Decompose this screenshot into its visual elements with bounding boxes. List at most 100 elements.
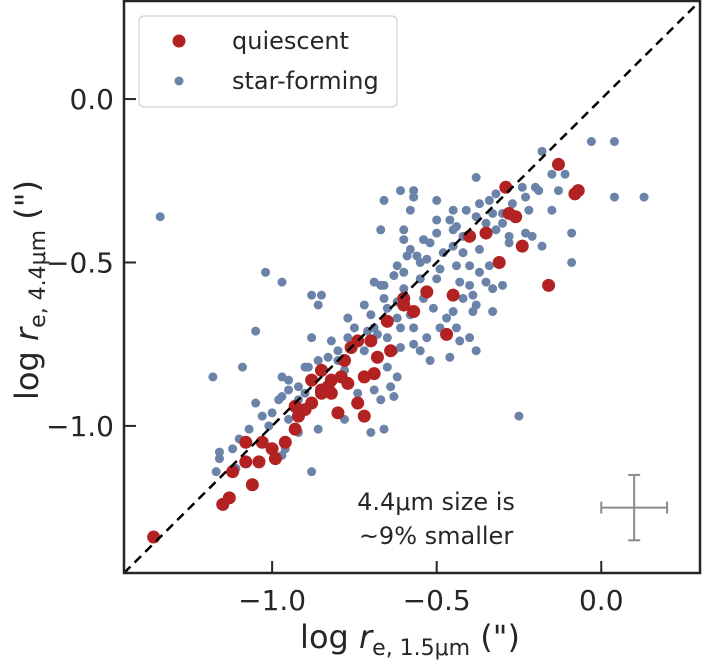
data-points (147, 137, 649, 544)
quiescent-point (288, 399, 302, 413)
quiescent-point (331, 406, 345, 420)
star-forming-point (326, 336, 336, 346)
quiescent-point (407, 305, 421, 319)
star-forming-point (379, 195, 389, 205)
star-forming-point (451, 323, 461, 333)
star-forming-point (432, 215, 442, 225)
star-forming-point (366, 427, 376, 437)
star-forming-point (465, 333, 475, 343)
y-tick-label: −0.5 (46, 246, 114, 279)
legend-label-quiescent: quiescent (232, 27, 349, 55)
star-forming-point (409, 323, 419, 333)
star-forming-point (491, 189, 501, 199)
star-forming-point (399, 284, 409, 294)
star-forming-point (471, 346, 481, 356)
quiescent-point (291, 409, 305, 423)
star-forming-point (537, 146, 547, 156)
quiescent-point (357, 370, 371, 384)
star-forming-point (369, 385, 379, 395)
star-forming-point (392, 372, 402, 382)
quiescent-point (446, 288, 460, 302)
star-forming-point (468, 290, 478, 300)
star-forming-point (307, 290, 317, 300)
star-forming-point (445, 352, 455, 362)
star-forming-point (343, 333, 353, 343)
quiescent-point (551, 157, 565, 171)
y-tick-label: −1.0 (46, 410, 114, 443)
quiescent-point (509, 210, 523, 224)
quiescent-point (324, 373, 338, 387)
quiescent-point (367, 367, 381, 381)
annotation-line-2: ~9% smaller (359, 522, 514, 550)
star-forming-point (567, 257, 577, 267)
star-forming-point (504, 231, 514, 241)
x-tick-label: −0.5 (403, 584, 471, 617)
legend-label-star-forming: star-forming (232, 67, 379, 95)
star-forming-point (300, 362, 310, 372)
star-forming-point (409, 192, 419, 202)
star-forming-point (468, 307, 478, 317)
star-forming-point (415, 346, 425, 356)
quiescent-point (351, 396, 365, 410)
star-forming-point (284, 414, 294, 424)
star-forming-point (389, 271, 399, 281)
star-forming-point (609, 137, 619, 147)
star-forming-point (432, 274, 442, 284)
typical-error-bar (600, 473, 669, 542)
star-forming-point (534, 186, 544, 196)
star-forming-point (425, 356, 435, 366)
star-forming-point (402, 251, 412, 261)
star-forming-point (382, 333, 392, 343)
star-forming-point (474, 199, 484, 209)
quiescent-point (338, 354, 352, 368)
star-forming-point (376, 395, 386, 405)
star-forming-point (307, 333, 317, 343)
quiescent-point (288, 422, 302, 436)
star-forming-point (251, 398, 261, 408)
legend-box (138, 15, 398, 108)
star-forming-point (521, 228, 531, 238)
quiescent-point (440, 327, 454, 341)
star-forming-point (484, 195, 494, 205)
quiescent-point (314, 383, 328, 397)
quiescent-point (384, 344, 398, 358)
star-forming-point (274, 395, 284, 405)
star-forming-point (547, 169, 557, 179)
quiescent-point (305, 396, 319, 410)
star-forming-point (567, 228, 577, 238)
star-forming-point (435, 264, 445, 274)
x-tick-label: −1.0 (238, 584, 306, 617)
star-forming-point (484, 261, 494, 271)
star-forming-point (392, 313, 402, 323)
star-forming-point (284, 375, 294, 385)
quiescent-point (265, 442, 279, 456)
star-forming-point (488, 307, 498, 317)
quiescent-point (226, 465, 240, 479)
star-forming-point (366, 310, 376, 320)
star-forming-point (481, 277, 491, 287)
star-forming-point (349, 323, 359, 333)
star-forming-point (448, 307, 458, 317)
y-tick-label: 0.0 (69, 83, 114, 116)
star-forming-point (214, 447, 224, 457)
star-forming-point (333, 346, 343, 356)
star-forming-point (208, 372, 218, 382)
star-forming-point (455, 277, 465, 287)
star-forming-point (471, 173, 481, 183)
quiescent-point (397, 298, 411, 312)
legend-marker-star-forming (174, 76, 184, 86)
star-forming-point (547, 205, 557, 215)
star-forming-point (432, 195, 442, 205)
star-forming-point (257, 411, 267, 421)
star-forming-point (251, 326, 261, 336)
star-forming-point (560, 169, 570, 179)
star-forming-point (517, 182, 527, 192)
star-forming-point (455, 336, 465, 346)
star-forming-point (409, 186, 419, 196)
star-forming-point (405, 205, 415, 215)
star-forming-point (474, 267, 484, 277)
y-axis-label: log re, 4.4μm (") (8, 180, 53, 400)
quiescent-point (239, 435, 253, 449)
star-forming-point (313, 424, 323, 434)
star-forming-point (214, 454, 224, 464)
